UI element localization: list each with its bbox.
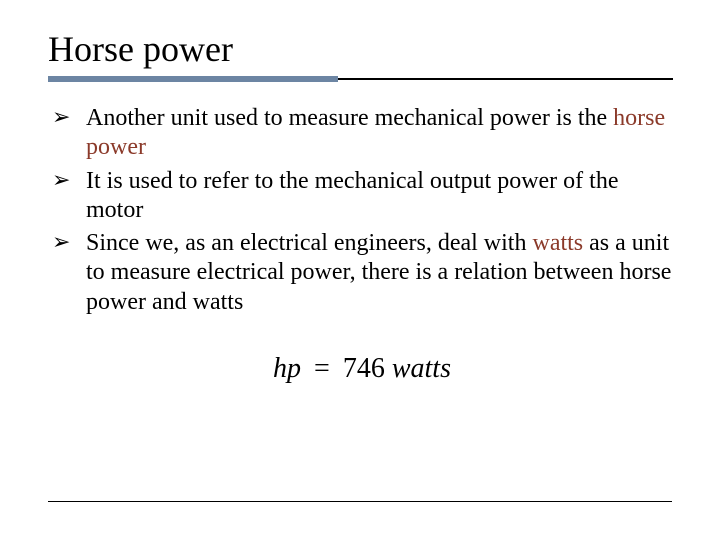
- bullet-text-pre: Another unit used to measure mechanical …: [86, 105, 613, 131]
- bullet-list: ➢ Another unit used to measure mechanica…: [52, 104, 672, 317]
- bullet-text-highlight: watts: [532, 230, 583, 256]
- bullet-text-pre: Since we, as an electrical engineers, de…: [86, 230, 532, 256]
- footer-rule: [48, 501, 672, 502]
- title-underline: [48, 76, 338, 82]
- slide-content: ➢ Another unit used to measure mechanica…: [48, 104, 672, 385]
- bullet-text-pre: It is used to refer to the mechanical ou…: [86, 168, 619, 223]
- chevron-right-icon: ➢: [52, 229, 70, 256]
- slide-title: Horse power: [48, 28, 672, 70]
- equation-lhs: hp: [273, 353, 301, 384]
- slide: Horse power ➢ Another unit used to measu…: [0, 0, 720, 540]
- bullet-item: ➢ Another unit used to measure mechanica…: [52, 104, 672, 163]
- chevron-right-icon: ➢: [52, 167, 70, 194]
- equation-number: 746: [343, 353, 385, 384]
- equation-rhs: watts: [392, 353, 451, 384]
- chevron-right-icon: ➢: [52, 104, 70, 131]
- bullet-item: ➢ It is used to refer to the mechanical …: [52, 167, 672, 226]
- equation: hp = 746 watts: [52, 353, 672, 385]
- equation-sign: =: [314, 353, 330, 384]
- bullet-item: ➢ Since we, as an electrical engineers, …: [52, 229, 672, 317]
